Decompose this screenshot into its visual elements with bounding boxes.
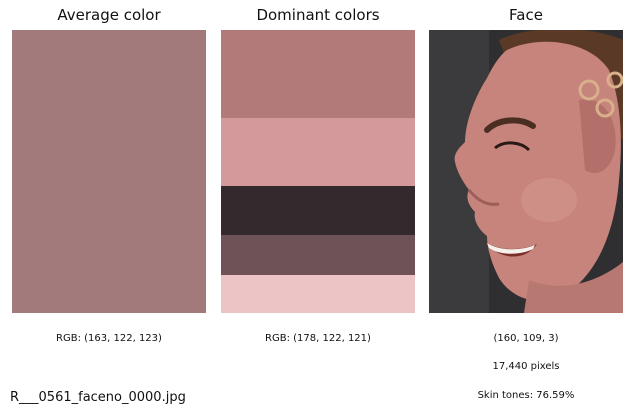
face-pixel-count: 17,440 pixels	[492, 361, 560, 372]
dominant-colors-title: Dominant colors	[256, 6, 380, 24]
dominant-color-band-5	[221, 274, 415, 313]
dominant-color-band-3	[221, 185, 415, 236]
skin-tone-percentage: Skin tones: 76.59%	[477, 390, 575, 401]
average-color-swatch	[12, 30, 206, 313]
dominant-color-band-4	[221, 235, 415, 275]
dominant-color-band-1	[221, 30, 415, 118]
average-color-title: Average color	[57, 6, 161, 24]
dominant-rgb-caption: RGB: (178, 122, 121)	[265, 333, 371, 344]
dominant-color-bands	[221, 30, 415, 313]
dominant-colors-panel	[221, 30, 415, 313]
image-filename: R___0561_faceno_0000.jpg	[10, 390, 186, 405]
dominant-color-band-2	[221, 117, 415, 186]
face-rgb-caption: (160, 109, 3)	[493, 333, 559, 344]
average-color-panel	[12, 30, 206, 313]
face-title: Face	[509, 6, 543, 24]
average-rgb-caption: RGB: (163, 122, 123)	[56, 333, 162, 344]
face-image	[429, 30, 623, 313]
